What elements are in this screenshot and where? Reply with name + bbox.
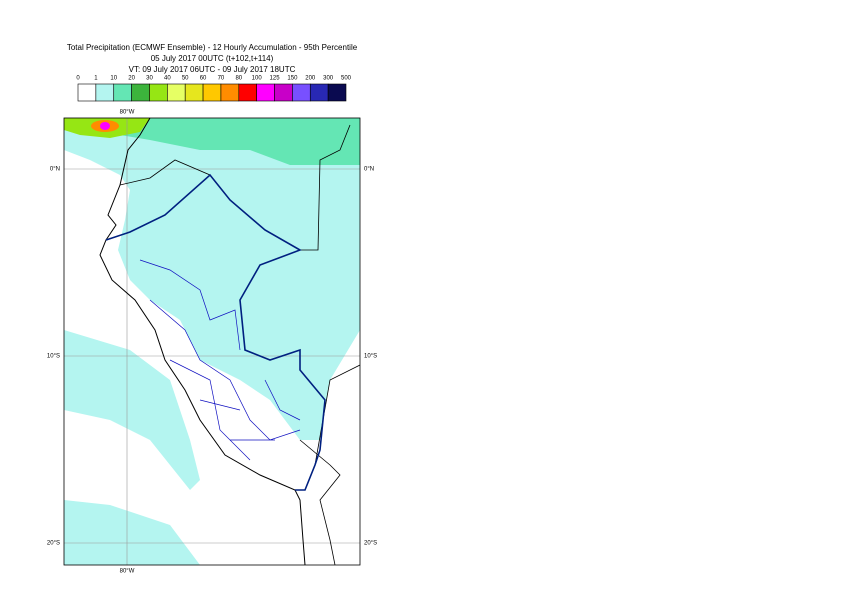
precip-area	[100, 122, 110, 130]
legend-label: 200	[305, 76, 316, 82]
legend: 0 1 10 20 30 40 50 60 70 80 100 125 150 200 300 500	[76, 76, 352, 102]
lat-label: 10°S	[364, 354, 377, 360]
lat-label: 10°S	[47, 354, 60, 360]
legend-label: 50	[182, 76, 189, 82]
legend-swatch	[256, 83, 275, 102]
legend-label: 80	[235, 76, 242, 82]
legend-swatch	[113, 83, 132, 102]
legend-swatch	[292, 83, 311, 102]
legend-swatch	[202, 83, 222, 102]
title-line: VT: 09 July 2017 06UTC - 09 July 2017 18…	[129, 65, 296, 74]
legend-swatch	[238, 83, 257, 102]
legend-label: 0	[76, 76, 80, 82]
coastline	[99, 118, 306, 565]
title-block: Total Precipitation (ECMWF Ensemble) - 1…	[67, 43, 358, 74]
legend-label: 70	[218, 76, 225, 82]
precip-area	[64, 500, 200, 565]
legend-label: 20	[128, 76, 135, 82]
legend-label: 300	[323, 76, 334, 82]
precip-area	[64, 118, 360, 440]
peru-border	[105, 173, 326, 491]
map	[64, 118, 360, 565]
lon-label: 80°W	[120, 110, 135, 116]
legend-swatch	[184, 83, 204, 102]
legend-label: 1	[94, 76, 98, 82]
legend-label: 40	[164, 76, 171, 82]
legend-swatch	[95, 83, 115, 102]
legend-swatch	[167, 83, 186, 102]
legend-label: 125	[270, 76, 281, 82]
legend-swatch	[149, 83, 168, 102]
lat-label: 20°S	[364, 541, 377, 547]
map-frame	[63, 117, 361, 566]
title-line: Total Precipitation (ECMWF Ensemble) - 1…	[67, 43, 358, 52]
legend-swatch	[274, 83, 293, 102]
lat-label: 0°N	[50, 167, 60, 173]
legend-swatch	[309, 83, 329, 102]
legend-label: 30	[146, 76, 153, 82]
lon-label: 80°W	[120, 569, 135, 575]
legend-label: 10	[110, 76, 117, 82]
legend-label: 100	[252, 76, 263, 82]
title-line: 05 July 2017 00UTC (t+102,t+114)	[151, 54, 274, 63]
lat-label: 0°N	[364, 167, 374, 173]
lat-label: 20°S	[47, 541, 60, 547]
legend-label: 150	[287, 76, 298, 82]
legend-swatch	[220, 83, 240, 102]
precip-area	[64, 330, 200, 490]
legend-swatch	[131, 83, 150, 102]
department-border	[139, 259, 301, 461]
legend-swatch	[327, 83, 347, 102]
legend-label: 500	[341, 76, 352, 82]
country-border	[299, 364, 360, 565]
legend-label: 60	[200, 76, 207, 82]
legend-swatch	[77, 83, 97, 102]
